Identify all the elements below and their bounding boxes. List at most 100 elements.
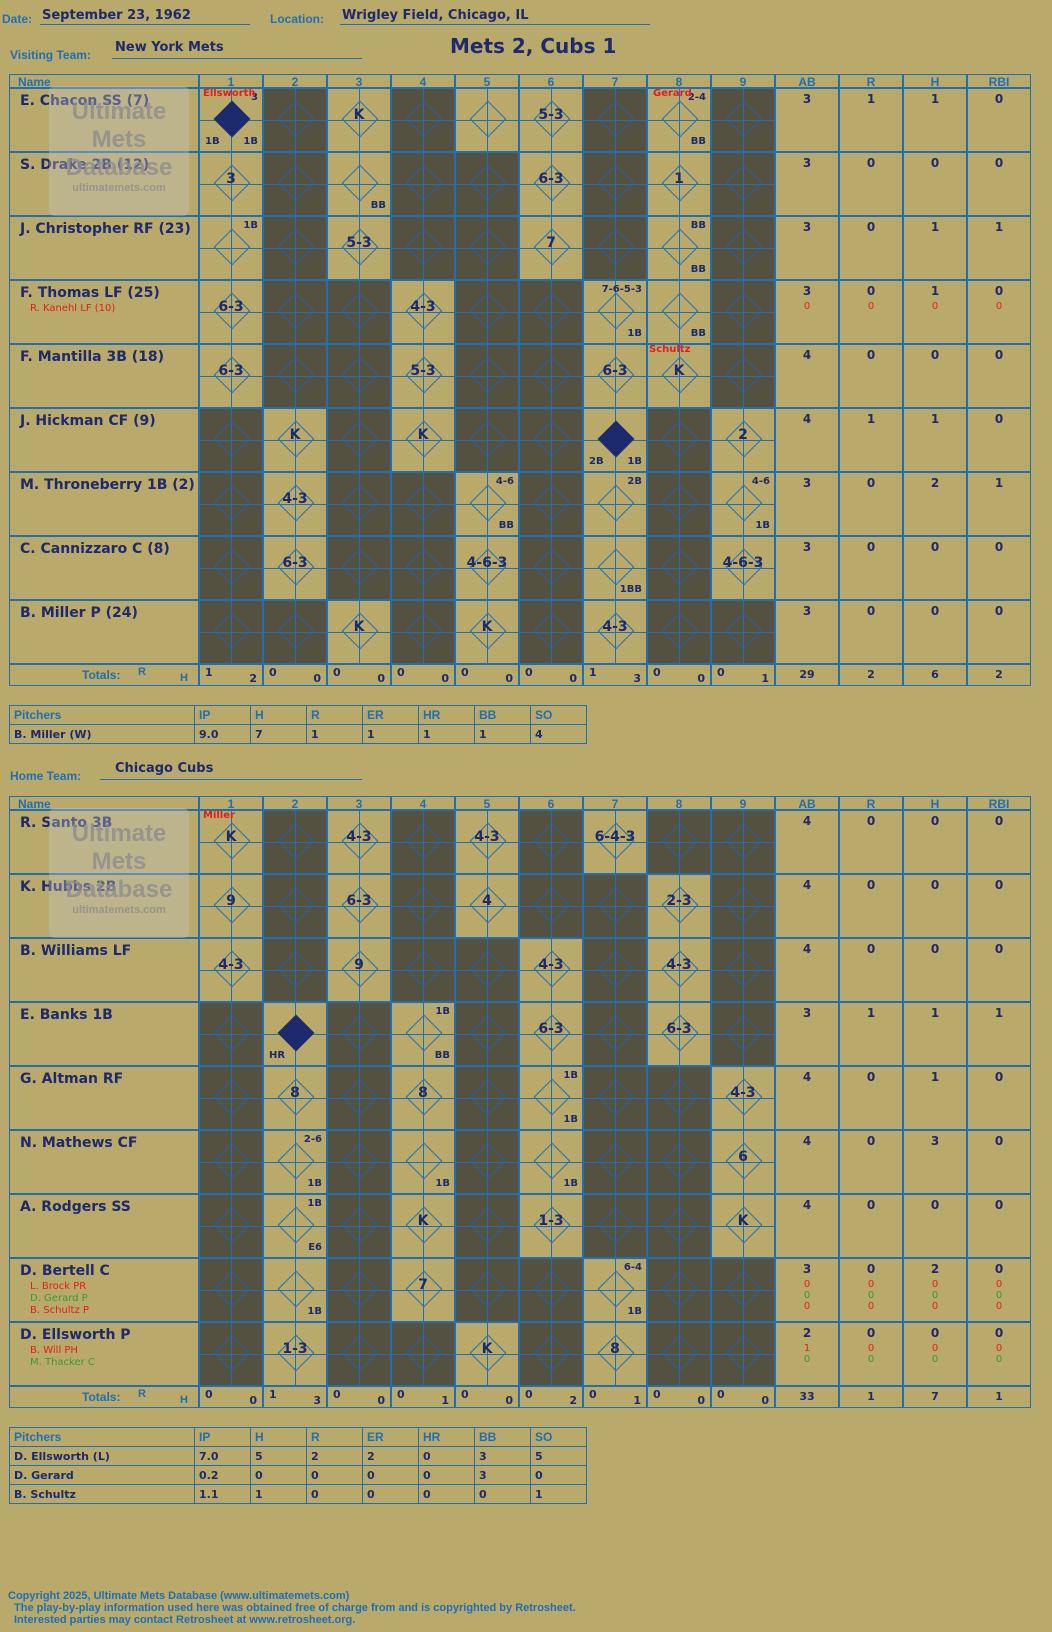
substitute-stat: 0 (995, 301, 1003, 312)
stat-value: 0 (930, 814, 940, 828)
inning-cell: K (327, 600, 391, 664)
cell-gridline (423, 939, 424, 1001)
base-diamond (405, 548, 443, 586)
cell-gridline (423, 537, 424, 599)
inning-cell: K (391, 1194, 455, 1258)
inning-cell (583, 1130, 647, 1194)
inning-cell: 4-3 (711, 1066, 775, 1130)
game-total-value: 29 (799, 668, 815, 681)
stat-cell: 0 (839, 472, 903, 536)
batter-name: K. Hubbs 2B (20, 879, 117, 895)
inning-cell: 1-3 (263, 1322, 327, 1386)
pitcher-stat-cell: 0 (418, 1465, 475, 1485)
stat-value: 0 (994, 92, 1004, 106)
cell-gridline (679, 1259, 680, 1321)
cell-gridline (679, 345, 680, 407)
stat-cell: 0 (967, 810, 1031, 874)
base-diamond (341, 164, 379, 202)
base-diamond (405, 228, 443, 266)
play-note: 1B (755, 520, 770, 531)
inning-cell: 6-3 (199, 280, 263, 344)
inning-cell: 8 (583, 1322, 647, 1386)
cell-gridline (743, 537, 744, 599)
inning-cell (711, 938, 775, 1002)
base-diamond (213, 420, 251, 458)
inning-cell: 3 (199, 152, 263, 216)
inning-cell: K (455, 600, 519, 664)
watermark-logo: Ultimate Mets Database ultimatemets.com (49, 808, 189, 938)
play-note: BB (690, 264, 706, 275)
cell-gridline (615, 217, 616, 279)
cell-gridline (231, 1195, 232, 1257)
inning-cell: K (199, 810, 263, 874)
batter-name-cell: E. Banks 1B (9, 1002, 199, 1066)
cell-gridline (423, 217, 424, 279)
watermark-line: Mets (91, 848, 147, 875)
stat-cell: 3 (775, 88, 839, 152)
stat-cell: 3 (775, 216, 839, 280)
pitchers-header-cell: IP (194, 1427, 251, 1447)
substitute-stat: 0 (995, 1279, 1003, 1290)
batter-name-cell: B. Miller P (24) (9, 600, 199, 664)
play-note: 7-6-5-3 (601, 284, 642, 295)
inning-cell: 4-6 1B (711, 472, 775, 536)
cell-gridline (743, 281, 744, 343)
cell-gridline (487, 1323, 488, 1385)
inning-cell: 4 (455, 874, 519, 938)
pitcher-row: D. Gerard 0.2 0 0 0 0 3 0 (9, 1465, 587, 1485)
cell-gridline (743, 1003, 744, 1065)
base-diamond (533, 292, 571, 330)
inning-hits: 0 (377, 672, 385, 685)
stat-value: 0 (994, 1262, 1004, 1276)
totals-label: Totals: (82, 1390, 121, 1404)
substitute-stat: 0 (931, 1301, 939, 1312)
inning-cell: 4-3 (647, 938, 711, 1002)
substitute-stat: 0 (867, 1354, 875, 1365)
base-diamond (341, 1206, 379, 1244)
play-result: 6-4-3 (594, 829, 636, 845)
inning-cell: BB BB (647, 216, 711, 280)
base-diamond (661, 612, 699, 650)
stat-cell: 3 (775, 472, 839, 536)
stat-value: 4 (802, 412, 812, 426)
play-note: 1BB (619, 584, 642, 595)
play-note: 2-6 (303, 1134, 322, 1145)
play-note: 1B (563, 1178, 578, 1189)
pitcher-stat-cell: 1 (250, 1484, 307, 1504)
inning-cell (327, 536, 391, 600)
batter-name: N. Mathews CF (20, 1135, 138, 1151)
cell-gridline (679, 1131, 680, 1193)
stat-value: 1 (866, 412, 876, 426)
inning-cell (711, 152, 775, 216)
inning-cell (455, 344, 519, 408)
stat-value: 0 (994, 1326, 1004, 1340)
cell-gridline (615, 473, 616, 535)
game-total-cell: 2 (839, 664, 903, 686)
base-diamond (533, 420, 571, 458)
stat-value: 0 (994, 412, 1004, 426)
cell-gridline (423, 1259, 424, 1321)
cell-gridline (295, 89, 296, 151)
play-result: 6-3 (538, 171, 564, 187)
batter-name-cell: M. Throneberry 1B (2) (9, 472, 199, 536)
stat-cell: 3 (775, 152, 839, 216)
stat-cell: 0 (903, 344, 967, 408)
base-diamond (405, 822, 443, 860)
cell-gridline (423, 473, 424, 535)
inning-cell (583, 874, 647, 938)
base-diamond (533, 1142, 571, 1180)
batter-name-cell: D. Bertell C L. Brock PR D. Gerard P B. Sch… (9, 1258, 199, 1322)
play-note: 1B (563, 1070, 578, 1081)
cell-gridline (551, 473, 552, 535)
play-note: 1B (435, 1006, 450, 1017)
base-diamond (533, 612, 571, 650)
inning-cell (455, 280, 519, 344)
stat-value: 3 (802, 1262, 812, 1276)
cell-gridline (679, 1195, 680, 1257)
inning-cell: 1B (199, 216, 263, 280)
